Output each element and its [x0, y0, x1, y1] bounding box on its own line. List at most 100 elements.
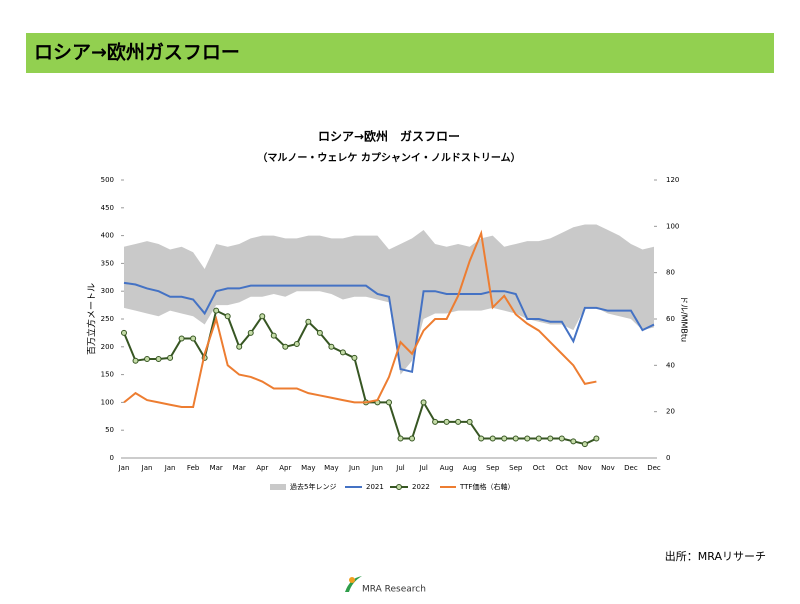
point	[351, 354, 358, 361]
y-tick-label: 300	[101, 287, 114, 295]
point	[512, 435, 519, 442]
chart-subtitle: （マルノー・ウェレケ カプシャンイ・ノルドストリーム）	[257, 151, 520, 164]
legend-swatch	[270, 484, 286, 490]
x-tick-label: Mar	[233, 464, 246, 472]
plot: 0 50 100 150 200 250 300 350 400 450 500 0 20 40 60 80 1…	[101, 176, 680, 472]
point	[489, 435, 496, 442]
legend-label: 過去5年レンジ	[290, 482, 336, 491]
legend-label: 2022	[412, 483, 430, 491]
x-tick-label: May	[301, 464, 315, 472]
chart-title: ロシア→欧州 ガスフロー	[318, 129, 460, 144]
x-tick-label: Jul	[395, 464, 405, 472]
legend-label: TTF価格（右軸）	[459, 482, 514, 491]
x-tick-label: Jul	[418, 464, 428, 472]
legend-label: 2021	[366, 483, 384, 491]
point	[328, 343, 335, 350]
y-tick-label: 100	[101, 398, 114, 406]
source: 出所：MRAリサーチ	[665, 549, 766, 563]
legend-marker	[396, 484, 402, 490]
point	[570, 438, 577, 445]
point	[259, 313, 266, 320]
y2-axis-label: ドル/MMBtu	[680, 296, 689, 342]
point	[409, 435, 416, 442]
series-line	[123, 281, 655, 374]
y-tick-label: 200	[101, 343, 114, 351]
x-tick-label: May	[324, 464, 338, 472]
point	[443, 418, 450, 425]
point	[593, 435, 600, 442]
y2-tick-label: 0	[666, 454, 670, 462]
y-tick-label: 350	[101, 259, 114, 267]
x-tick-label: Jan	[118, 464, 130, 472]
y-tick-label: 0	[110, 454, 114, 462]
x-tick-label: Sep	[486, 464, 500, 472]
point	[420, 399, 427, 406]
y2-tick-label: 120	[666, 176, 679, 184]
series-line	[123, 229, 597, 409]
y-tick-label: 250	[101, 315, 114, 323]
y2-tick-label: 40	[666, 361, 675, 369]
point	[305, 318, 312, 325]
x-tick-label: Jan	[164, 464, 176, 472]
y2-tick-label: 80	[666, 269, 675, 277]
y2-tick-label: 20	[666, 408, 675, 416]
x-tick-label: Dec	[624, 464, 638, 472]
x-tick-label: Aug	[440, 464, 454, 472]
y2-tick-label: 60	[666, 315, 675, 323]
point	[466, 418, 473, 425]
point	[478, 435, 485, 442]
point	[282, 343, 289, 350]
y-tick-label: 500	[101, 176, 114, 184]
point	[270, 332, 277, 339]
logo-text: MRA Research	[362, 585, 426, 595]
x-tick-label: Nov	[601, 464, 615, 472]
point	[167, 354, 174, 361]
point	[432, 418, 439, 425]
point	[293, 341, 300, 348]
point	[236, 343, 243, 350]
x-tick-label: Aug	[463, 464, 477, 472]
point	[316, 329, 323, 336]
x-tick-label: Jun	[348, 464, 360, 472]
y-tick-label: 400	[101, 232, 114, 240]
point	[132, 357, 139, 364]
y2-tick-label: 100	[666, 222, 679, 230]
point	[397, 435, 404, 442]
point	[121, 329, 127, 336]
x-tick-label: Feb	[187, 464, 200, 472]
y-axis-label: 百万立方メートル	[86, 283, 98, 355]
x-tick-label: Apr	[256, 464, 268, 472]
legend: 過去5年レンジ 2021 2022 TTF価格（右軸）	[270, 482, 514, 491]
logo-icon	[345, 576, 362, 592]
x-tick-label: Oct	[556, 464, 568, 472]
point	[524, 435, 531, 442]
point	[535, 435, 542, 442]
point	[339, 349, 346, 356]
point	[144, 356, 151, 363]
x-tick-label: Mar	[210, 464, 223, 472]
point	[386, 399, 392, 406]
y-tick-label: 150	[101, 371, 114, 379]
point	[581, 441, 588, 448]
header-title: ロシア→欧州ガスフロー	[34, 41, 240, 64]
point	[455, 418, 462, 425]
point	[178, 335, 185, 342]
x-tick-label: Apr	[279, 464, 291, 472]
x-tick-label: Jan	[141, 464, 153, 472]
x-tick-label: Sep	[509, 464, 523, 472]
x-tick-label: Nov	[578, 464, 592, 472]
point	[501, 435, 508, 442]
point	[190, 335, 197, 342]
logo: MRA Research	[345, 576, 426, 595]
logo-icon	[349, 577, 355, 583]
point	[213, 307, 220, 314]
point	[224, 313, 231, 320]
y-tick-label: 50	[105, 426, 114, 434]
point	[558, 435, 565, 442]
y-tick-label: 450	[101, 204, 114, 212]
point	[547, 435, 554, 442]
point	[247, 329, 254, 336]
x-tick-label: Oct	[533, 464, 545, 472]
x-tick-label: Dec	[647, 464, 661, 472]
